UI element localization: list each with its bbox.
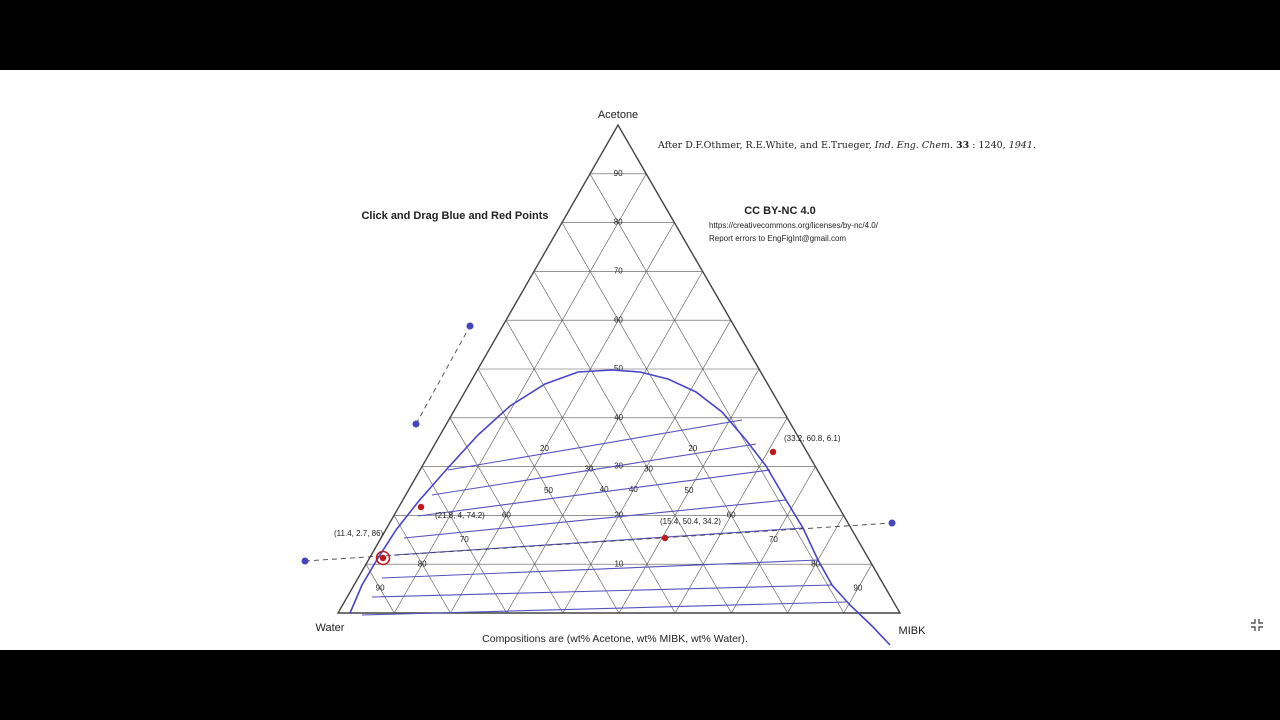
construction-lines xyxy=(304,325,893,562)
exit-fullscreen-button[interactable] xyxy=(1246,614,1268,636)
tick-label-acetone: 90 xyxy=(614,169,623,178)
composition-footnote: Compositions are (wt% Acetone, wt% MIBK,… xyxy=(482,633,748,645)
grid-line-mibk xyxy=(843,564,873,614)
blue-drag-handle[interactable] xyxy=(466,322,474,330)
grid-line-water xyxy=(589,173,845,614)
tie-line xyxy=(361,601,847,616)
tick-label-mibk: 70 xyxy=(769,535,778,544)
credit-citation: After D.F.Othmer, R.E.White, and E.Trueg… xyxy=(657,140,1036,151)
red-composition-point[interactable] xyxy=(769,448,777,456)
grid-line-water xyxy=(393,515,451,614)
dashed-mixing-line xyxy=(304,522,893,562)
dashed-guide-line xyxy=(415,325,471,425)
tick-label-water: 80 xyxy=(418,559,427,568)
credit-authors: After D.F.Othmer, R.E.White, and E.Trueg… xyxy=(657,140,875,151)
tick-label-acetone: 20 xyxy=(614,511,623,520)
tick-label-acetone: 10 xyxy=(614,559,623,568)
triangle-outline xyxy=(336,123,902,614)
tick-label-mibk: 90 xyxy=(853,584,862,593)
blue-drag-handle[interactable] xyxy=(301,557,309,565)
tick-label-water: 40 xyxy=(600,485,609,494)
tick-label-acetone: 40 xyxy=(614,413,623,422)
grid-line-water xyxy=(421,466,507,614)
tick-label-acetone: 30 xyxy=(614,462,623,471)
tick-labels: 10 20 30 40 50 60 70 80 90 20 30 40 50 60 70 80 90 20 30 40… xyxy=(376,169,863,593)
diagram-stage: 10 20 30 40 50 60 70 80 90 20 30 40 50 60 70 80 90 20 30 40… xyxy=(0,70,1280,650)
tick-label-water: 90 xyxy=(376,584,385,593)
tick-label-mibk: 40 xyxy=(629,485,638,494)
grid-line-mibk xyxy=(393,173,647,614)
point-composition-label: (21.8, 4, 74.2) xyxy=(435,511,485,520)
credit-journal: Ind. Eng. Chem. xyxy=(874,140,953,151)
tick-label-acetone: 70 xyxy=(614,267,623,276)
instruction-text: Click and Drag Blue and Red Points xyxy=(361,210,548,222)
grid-line-mibk xyxy=(731,466,816,614)
tie-line xyxy=(417,469,771,517)
grid-line-water xyxy=(477,368,620,614)
tick-label-mibk: 60 xyxy=(727,511,736,520)
credit-pages: : 1240, xyxy=(972,140,1008,151)
binodal-curve xyxy=(349,369,891,646)
tie-line xyxy=(447,419,743,471)
grid-line-water xyxy=(449,417,564,614)
vertex-label-mibk: MIBK xyxy=(899,625,927,637)
grid-line-mibk xyxy=(787,515,844,614)
grid-line-water xyxy=(533,271,732,614)
license-title: CC BY-NC 4.0 xyxy=(744,205,816,217)
tick-label-acetone: 80 xyxy=(614,218,623,227)
exit-fullscreen-icon xyxy=(1251,619,1263,631)
grid-line-mibk xyxy=(618,368,760,614)
tick-label-acetone: 60 xyxy=(614,315,623,324)
tick-label-acetone: 50 xyxy=(614,364,623,373)
point-composition-label: (33.2, 60.8, 6.1) xyxy=(784,434,841,443)
tie-line xyxy=(381,559,819,579)
tie-line xyxy=(371,584,833,598)
point-composition-label: (15.4, 50.4, 34.2) xyxy=(660,517,721,526)
composition-points[interactable]: (11.4, 2.7, 86) (21.8, 4, 74.2) (15.4, 50.… xyxy=(301,322,896,566)
red-composition-point[interactable] xyxy=(661,534,669,542)
tick-label-mibk: 30 xyxy=(584,465,593,474)
tick-label-water: 50 xyxy=(544,486,553,495)
grid-line-mibk xyxy=(506,271,703,614)
license-url[interactable]: https://creativecommons.org/licenses/by-… xyxy=(709,221,879,230)
red-composition-point[interactable] xyxy=(379,554,387,562)
grid-line-mibk xyxy=(674,417,788,614)
selected-point-ring[interactable] xyxy=(375,550,391,566)
tie-line xyxy=(403,499,787,539)
tie-line xyxy=(431,443,757,496)
tick-label-mibk: 50 xyxy=(685,486,694,495)
point-composition-label: (11.4, 2.7, 86) xyxy=(334,529,384,538)
ternary-diagram: 10 20 30 40 50 60 70 80 90 20 30 40 50 60 70 80 90 20 30 40… xyxy=(301,109,1036,646)
tick-label-water: 60 xyxy=(502,511,511,520)
vertex-label-acetone: Acetone xyxy=(598,109,638,121)
tick-label-water: 20 xyxy=(688,444,697,453)
tie-lines xyxy=(361,419,847,616)
credit-volume: 33 xyxy=(956,140,969,151)
blue-drag-handle[interactable] xyxy=(888,519,896,527)
blue-drag-handle[interactable] xyxy=(412,420,420,428)
grid-line-water xyxy=(365,564,395,614)
report-errors-text: Report errors to EngFigInt@gmail.com xyxy=(709,234,846,243)
credit-year: 1941. xyxy=(1009,140,1036,151)
vertex-label-water: Water xyxy=(316,622,345,634)
tick-label-mibk: 80 xyxy=(811,559,820,568)
tick-label-water: 30 xyxy=(644,465,653,474)
ternary-grid xyxy=(336,123,902,614)
red-composition-point[interactable] xyxy=(417,503,425,511)
tick-label-water: 70 xyxy=(460,535,469,544)
tick-label-mibk: 20 xyxy=(540,444,549,453)
